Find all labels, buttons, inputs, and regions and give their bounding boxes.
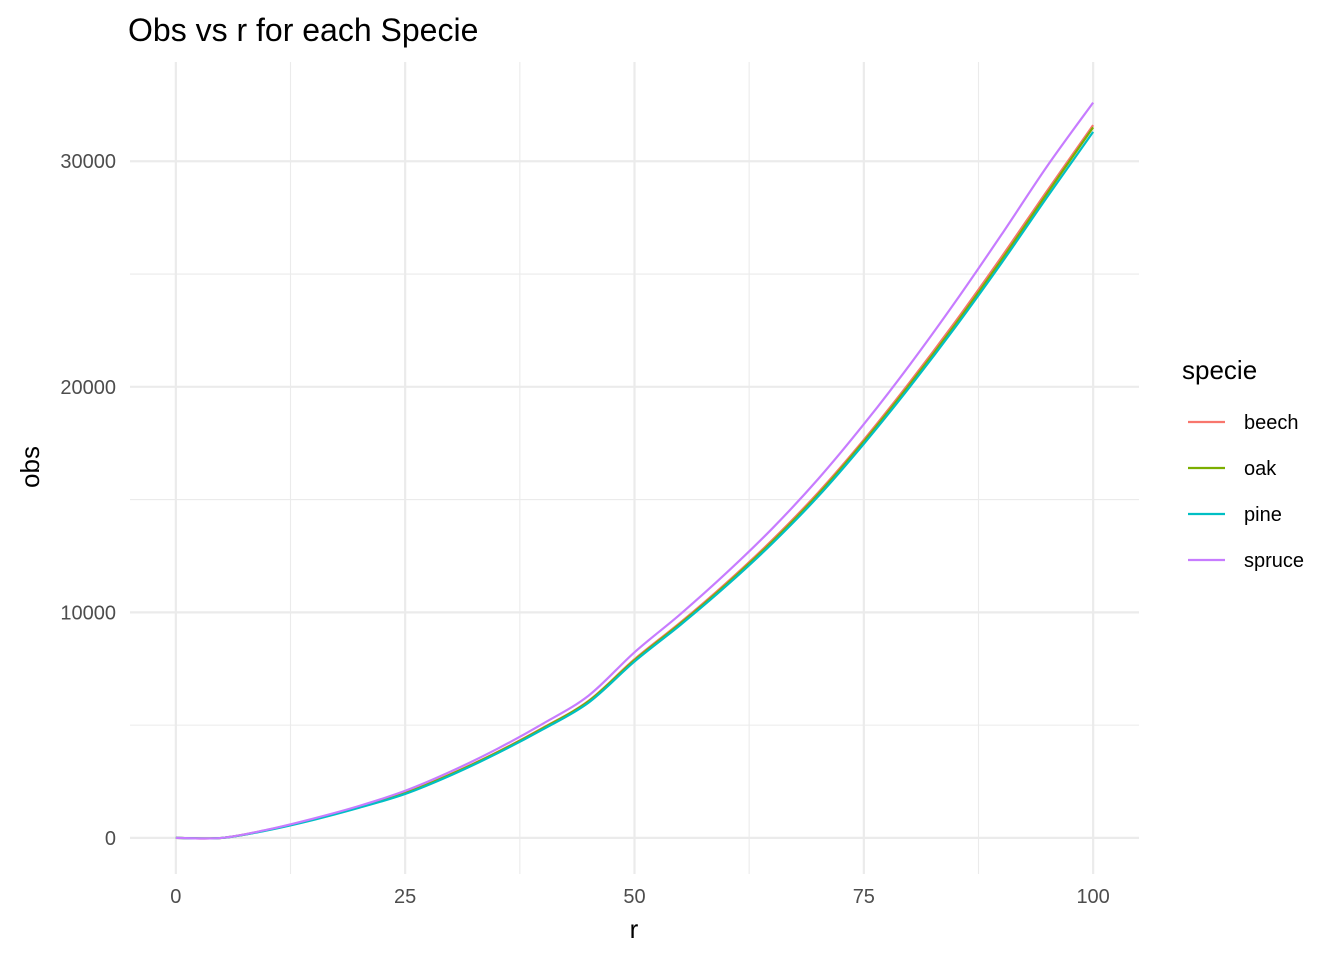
y-tick-label: 30000 — [60, 151, 116, 173]
legend-label: beech — [1244, 412, 1299, 434]
series-lines — [175, 101, 1095, 840]
legend-item-pine: pine — [1188, 504, 1282, 526]
y-axis-title: obs — [15, 446, 45, 488]
series-line-pine — [175, 131, 1095, 840]
legend-item-spruce: spruce — [1188, 550, 1304, 572]
legend-label: spruce — [1244, 550, 1304, 572]
legend-title: specie — [1182, 355, 1257, 385]
x-axis-title: r — [630, 914, 639, 944]
legend-item-beech: beech — [1188, 412, 1299, 434]
legend-label: pine — [1244, 504, 1282, 526]
chart-title: Obs vs r for each Specie — [128, 12, 478, 48]
axes: 0 25 50 75 100 0 10000 20000 30000 — [60, 151, 1109, 908]
x-tick-label: 75 — [853, 886, 875, 908]
x-tick-label: 0 — [170, 886, 181, 908]
x-tick-label: 100 — [1076, 886, 1109, 908]
x-tick-label: 25 — [394, 886, 416, 908]
y-tick-label: 20000 — [60, 377, 116, 399]
legend-label: oak — [1244, 458, 1277, 480]
legend: specie beech oak pine spruce — [1182, 355, 1304, 572]
series-line-spruce — [175, 101, 1095, 840]
y-tick-label: 10000 — [60, 602, 116, 624]
y-tick-label: 0 — [105, 828, 116, 850]
grid — [130, 62, 1139, 874]
legend-item-oak: oak — [1188, 458, 1277, 480]
x-tick-label: 50 — [623, 886, 645, 908]
